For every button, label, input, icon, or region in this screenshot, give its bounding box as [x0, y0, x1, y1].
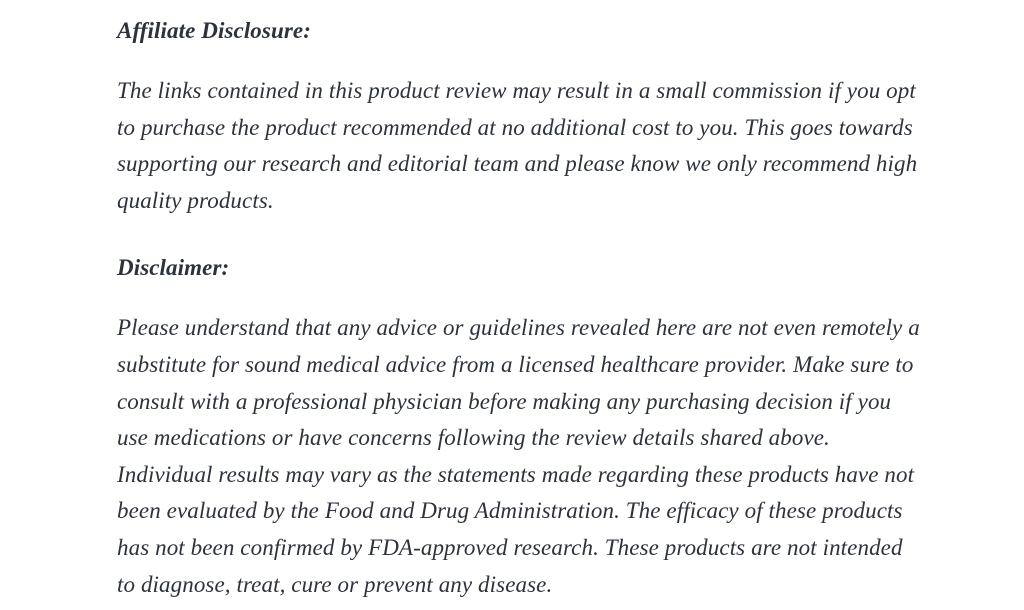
disclaimer-heading: Disclaimer:	[117, 255, 230, 281]
affiliate-disclosure-paragraph: The links contained in this product revi…	[117, 78, 918, 213]
disclaimer-paragraph: Please understand that any advice or gui…	[117, 315, 920, 597]
affiliate-disclosure-heading: Affiliate Disclosure:	[117, 18, 311, 43]
document-content: Affiliate Disclosure: The links containe…	[117, 14, 923, 610]
